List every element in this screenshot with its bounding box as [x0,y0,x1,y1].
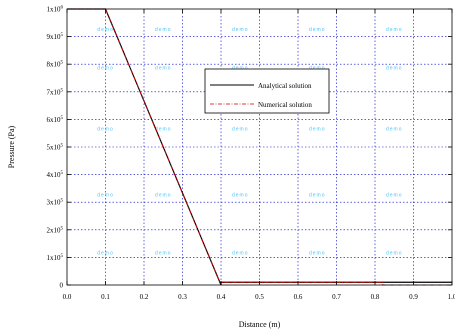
watermark-text: demo [386,126,403,132]
watermark-text: demo [97,27,114,33]
x-tick-label: 0.7 [332,293,341,301]
x-tick-label: 1.0 [448,293,455,301]
y-tick-label: 4x105 [47,171,64,179]
watermark-text: demo [309,251,326,257]
y-tick-label: 8x105 [47,61,64,69]
y-tick-label: 1x106 [47,6,64,14]
watermark-text: demo [232,126,249,132]
x-tick-label: 0.1 [101,293,110,301]
x-tick-label: 0.6 [294,293,303,301]
y-tick-label: 0 [60,282,64,290]
grid-lines [67,9,452,285]
y-tick-label: 2x105 [47,226,64,234]
watermark-text: demo [97,193,114,199]
x-tick-label: 0.2 [140,293,149,301]
axis-ticks [66,8,453,286]
x-tick-label: 0.0 [63,293,72,301]
watermark-text: demo [386,27,403,33]
y-tick-label: 3x105 [47,199,64,207]
watermark-text: demo [232,193,249,199]
x-tick-labels: 0.0 0.1 0.2 0.3 0.4 0.5 0.6 0.7 0.8 0.9 1.0 [63,293,455,301]
y-tick-label: 7x105 [47,88,64,96]
y-tick-label: 6x105 [47,116,64,124]
watermark-text: demo [232,251,249,257]
x-tick-label: 0.9 [409,293,418,301]
watermark-text: demo [386,66,403,72]
y-tick-labels: 0 1x105 2x105 3x105 4x105 5x105 6x105 7x105 8x10… [47,6,64,290]
x-tick-label: 0.5 [255,293,264,301]
y-tick-label: 1x105 [47,254,64,262]
watermark-text: demo [97,126,114,132]
watermark-text: demo [97,251,114,257]
watermark-text: demo [97,66,114,72]
watermark-text: demo [386,193,403,199]
legend: Analytical solution Numerical solution [204,68,330,114]
watermark-text: demo [309,27,326,33]
legend-label-analytical: Analytical solution [258,82,312,90]
watermark-text: demo [155,193,172,199]
x-tick-label: 0.3 [178,293,187,301]
watermark-text: demo [386,251,403,257]
watermark-text: demo [155,251,172,257]
watermark-layer: demo demo demo demo demo demo demo demo demo demo… [97,27,403,257]
watermark-text: demo [309,193,326,199]
y-tick-label: 9x105 [47,33,64,41]
y-tick-label: 5x105 [47,144,64,152]
watermark-text: demo [309,126,326,132]
y-axis-title: Pressure (Pa) [7,125,16,168]
x-tick-label: 0.4 [217,293,226,301]
watermark-text: demo [155,126,172,132]
x-tick-label: 0.8 [371,293,380,301]
watermark-text: demo [232,27,249,33]
watermark-text: demo [155,27,172,33]
legend-label-numerical: Numerical solution [258,101,312,109]
legend-box [204,68,330,114]
watermark-text: demo [155,66,172,72]
x-axis-title: Distance (m) [239,320,281,329]
